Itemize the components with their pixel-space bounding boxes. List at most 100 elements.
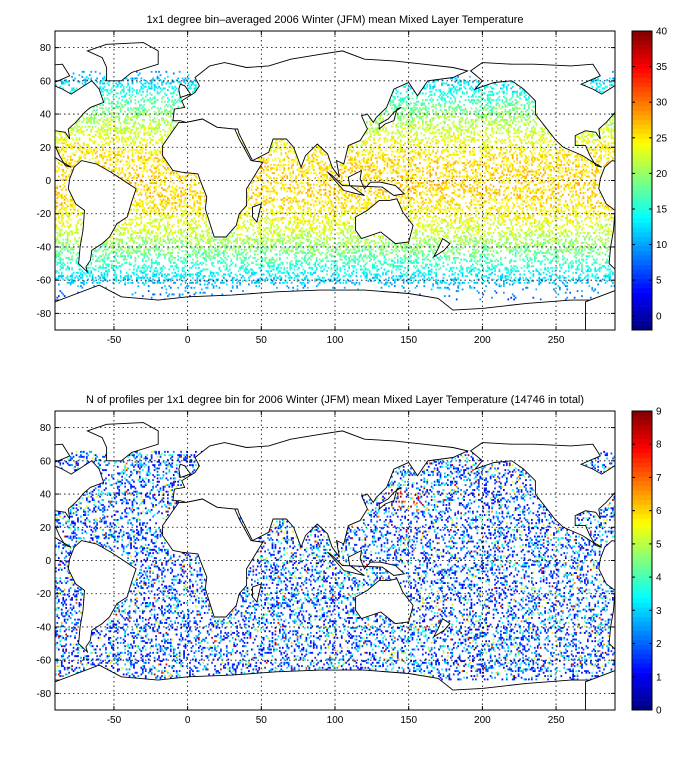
bin-cell [458, 236, 461, 239]
bin-cell [196, 275, 199, 278]
bin-cell [486, 253, 489, 256]
bin-cell [75, 225, 78, 228]
bin-cell [427, 266, 430, 269]
bin-cell [55, 218, 57, 221]
bin-cell [578, 275, 580, 278]
bin-cell [69, 246, 72, 249]
bin-cell [342, 255, 345, 258]
bin-cell [56, 235, 59, 238]
bin-cell [258, 215, 261, 218]
bin-cell [326, 241, 328, 244]
bin-cell [510, 268, 513, 271]
bin-cell [410, 250, 412, 253]
bin-cell [221, 251, 224, 254]
bin-cell [108, 268, 110, 271]
bin-cell [192, 228, 194, 231]
bin-cell [236, 258, 238, 261]
bin-cell [420, 271, 423, 274]
bin-cell [159, 225, 162, 228]
bin-cell [463, 227, 465, 229]
bin-cell [178, 278, 181, 281]
bin-cell [579, 273, 582, 276]
bin-cell [361, 256, 364, 259]
bin-cell [539, 241, 542, 244]
bin-cell [217, 271, 219, 274]
bin-cell [333, 266, 336, 269]
bin-cell [480, 217, 483, 219]
bin-cell [258, 223, 261, 226]
bin-cell [302, 241, 305, 244]
bin-cell [388, 258, 390, 261]
bin-cell [183, 276, 185, 279]
bin-cell [589, 248, 592, 251]
bin-cell [357, 288, 359, 291]
bin-cell [68, 266, 70, 269]
bin-cell [336, 210, 339, 213]
bin-cell [217, 245, 219, 248]
bin-cell [516, 243, 518, 246]
bin-cell [491, 235, 493, 238]
bin-cell [127, 248, 129, 251]
bin-cell [332, 250, 334, 253]
bin-cell [181, 280, 184, 283]
bin-cell [392, 260, 395, 263]
bin-cell [184, 281, 187, 284]
bin-cell [461, 268, 464, 271]
bin-cell [299, 271, 302, 274]
bin-cell [299, 243, 302, 246]
bin-cell [317, 275, 320, 278]
bin-cell [393, 278, 396, 281]
bin-cell [174, 231, 177, 234]
bin-cell [407, 265, 409, 268]
bin-cell [556, 275, 558, 278]
bin-cell [374, 273, 377, 276]
bin-cell [337, 251, 340, 254]
bin-cell [414, 228, 417, 231]
bin-cell [466, 228, 468, 231]
bin-cell [396, 248, 399, 251]
bin-cell [421, 215, 424, 218]
bin-cell [348, 238, 350, 241]
bin-cell [259, 233, 262, 236]
bin-cell [327, 243, 330, 246]
bin-cell [427, 238, 430, 241]
bin-cell [522, 276, 524, 279]
bin-cell [442, 220, 445, 223]
bin-cell [295, 248, 297, 251]
bin-cell [473, 227, 476, 229]
bin-cell [122, 223, 125, 226]
bin-cell [464, 220, 467, 223]
bin-cell [438, 212, 440, 214]
bin-cell [536, 251, 539, 254]
bin-cell [500, 223, 502, 226]
bin-cell [146, 230, 149, 233]
bin-cell [137, 250, 140, 253]
bin-cell [224, 248, 227, 251]
bin-cell [186, 245, 188, 248]
bin-cell [302, 286, 305, 289]
bin-cell [335, 250, 337, 253]
bin-cell [83, 283, 85, 286]
bin-cell [112, 266, 115, 269]
bin-cell [343, 271, 346, 274]
bin-cell [298, 275, 300, 278]
bin-cell [497, 231, 499, 234]
bin-cell [245, 280, 247, 283]
bin-cell [488, 240, 490, 243]
bin-cell [96, 281, 98, 284]
bin-cell [517, 281, 520, 284]
bin-cell [595, 273, 598, 276]
bin-cell [348, 256, 350, 259]
bin-cell [513, 281, 516, 284]
bin-cell [402, 278, 405, 281]
bin-cell [504, 241, 507, 244]
bin-cell [193, 236, 196, 239]
bin-cell [535, 228, 538, 231]
bin-cell [183, 245, 185, 248]
bin-cell [181, 268, 184, 271]
bin-cell [591, 263, 594, 266]
bin-cell [296, 236, 299, 239]
bin-cell [448, 283, 451, 286]
bin-cell [265, 256, 268, 259]
bin-cell [196, 225, 199, 228]
